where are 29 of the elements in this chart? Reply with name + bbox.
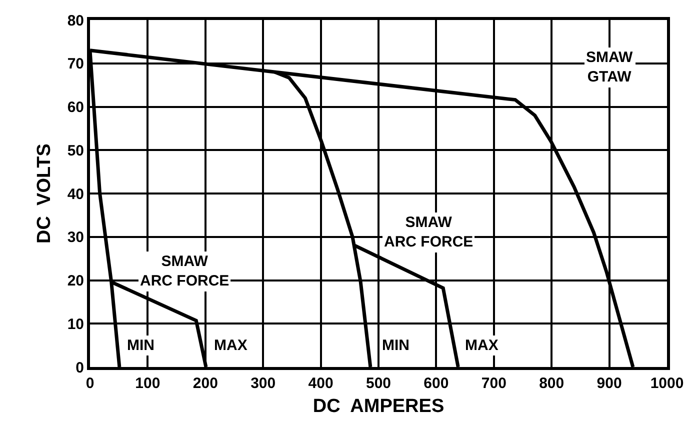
x-tick-label: 400 — [308, 375, 334, 392]
x-tick-label: 0 — [86, 375, 94, 392]
annotation: MAX — [465, 337, 498, 354]
x-tick-label: 200 — [192, 375, 218, 392]
y-tick-label: 40 — [67, 186, 84, 203]
x-tick-label: 300 — [250, 375, 276, 392]
y-tick-label: 60 — [67, 99, 84, 116]
annotation: MIN — [127, 337, 154, 354]
x-tick-label: 800 — [539, 375, 564, 392]
x-tick-label: 600 — [424, 375, 449, 392]
y-tick-label: 50 — [67, 142, 84, 160]
y-tick-label: 0 — [76, 359, 84, 376]
x-tick-label: 1000 — [650, 375, 684, 392]
y-tick-label: 30 — [67, 229, 84, 246]
x-tick-label: 900 — [596, 375, 622, 392]
x-tick-label: 500 — [366, 375, 392, 392]
annotation: SMAW GTAW — [586, 49, 634, 86]
y-axis-title: DC VOLTS — [34, 144, 56, 244]
y-tick-label: 80 — [67, 12, 84, 30]
annotation: MIN — [382, 337, 410, 354]
x-axis-title: DC AMPERES — [312, 396, 444, 417]
x-tick-label: 100 — [135, 375, 160, 392]
x-tick-label: 700 — [481, 375, 506, 392]
y-tick-label: 70 — [67, 56, 84, 73]
y-tick-label: 20 — [67, 272, 84, 290]
annotation: MAX — [214, 337, 248, 354]
annotation: SMAW ARC FORCE — [140, 253, 230, 290]
annotation: SMAW ARC FORCE — [384, 214, 474, 250]
y-tick-label: 10 — [67, 316, 84, 333]
